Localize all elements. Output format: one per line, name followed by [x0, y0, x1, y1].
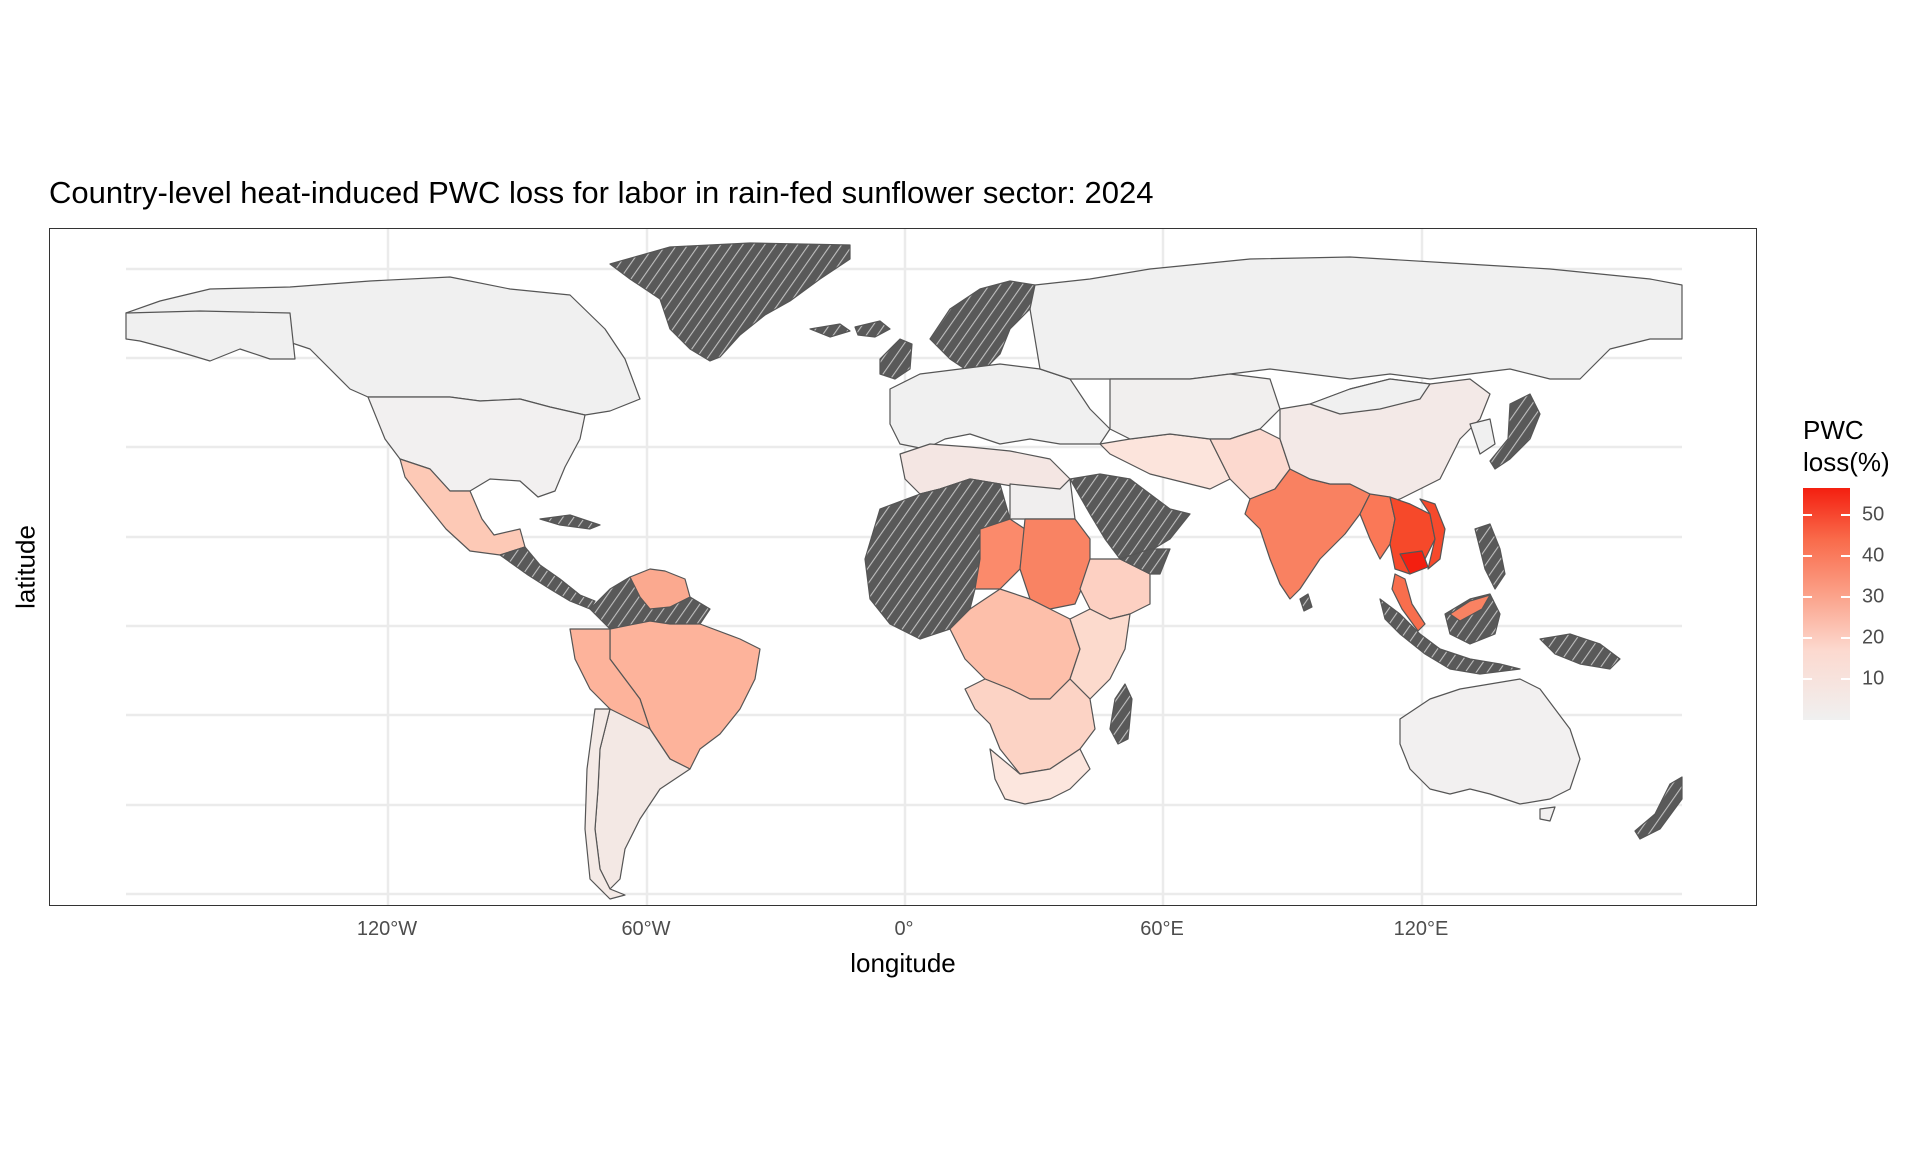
region-greenland [609, 242, 851, 362]
region-central-america [499, 546, 596, 610]
legend-title-line1: PWC [1803, 415, 1864, 445]
legend-colorbar [1803, 488, 1850, 720]
region-iceland [854, 320, 891, 338]
region-scandinavia [929, 280, 1036, 370]
region-arabia [1069, 473, 1191, 560]
legend-tick-40: 40 [1862, 544, 1885, 567]
y-axis-label: latitude [10, 525, 41, 609]
region-egypt [1009, 478, 1076, 520]
region-southern-africa [964, 678, 1096, 775]
x-tick-120w: 120°W [356, 918, 418, 940]
region-canada [125, 276, 641, 416]
region-borneo [1444, 593, 1501, 645]
region-usa [367, 396, 586, 498]
legend-tick-50: 50 [1862, 503, 1885, 526]
region-chad [974, 518, 1026, 590]
region-mongolia [1309, 378, 1431, 415]
region-sarawak [1449, 594, 1491, 622]
region-east-africa [1069, 608, 1131, 700]
legend-tick-30: 30 [1862, 585, 1885, 608]
x-tick-0: 0° [894, 918, 914, 940]
region-russia [1029, 256, 1683, 380]
region-new-guinea [1539, 633, 1621, 670]
region-venezuela [629, 568, 691, 610]
x-tick-60w: 60°W [621, 918, 671, 940]
region-south-africa [989, 748, 1091, 805]
region-new-zealand [1634, 776, 1683, 840]
region-cuba [539, 514, 601, 530]
region-korea [1469, 418, 1496, 455]
region-vietnam [1419, 498, 1446, 570]
region-malay-peninsula [1391, 573, 1426, 632]
x-axis-label: longitude [850, 948, 956, 978]
legend-title-line2: loss(%) [1803, 447, 1890, 477]
region-tasmania [1539, 806, 1556, 822]
region-central-asia [1109, 373, 1281, 440]
region-chile [584, 708, 626, 900]
x-tick-120e: 120°E [1393, 918, 1449, 940]
region-myanmar [1359, 493, 1396, 560]
map-panel [49, 228, 1757, 906]
legend-tick-10: 10 [1862, 667, 1885, 690]
region-uk [879, 338, 913, 380]
region-sudan [1019, 518, 1091, 610]
map-title: Country-level heat-induced PWC loss for … [49, 175, 1154, 210]
region-japan [1489, 393, 1541, 470]
region-australia [1399, 678, 1581, 805]
region-alaska [125, 310, 296, 362]
region-svalbard [809, 323, 851, 338]
region-philippines [1474, 523, 1506, 590]
region-horn [1119, 548, 1171, 575]
region-mexico [399, 458, 526, 556]
region-sri-lanka [1299, 593, 1313, 612]
region-sumatra-java [1379, 598, 1521, 675]
legend-tick-20: 20 [1862, 626, 1885, 649]
region-madagascar [1109, 683, 1133, 745]
x-tick-60e: 60°E [1140, 918, 1184, 940]
